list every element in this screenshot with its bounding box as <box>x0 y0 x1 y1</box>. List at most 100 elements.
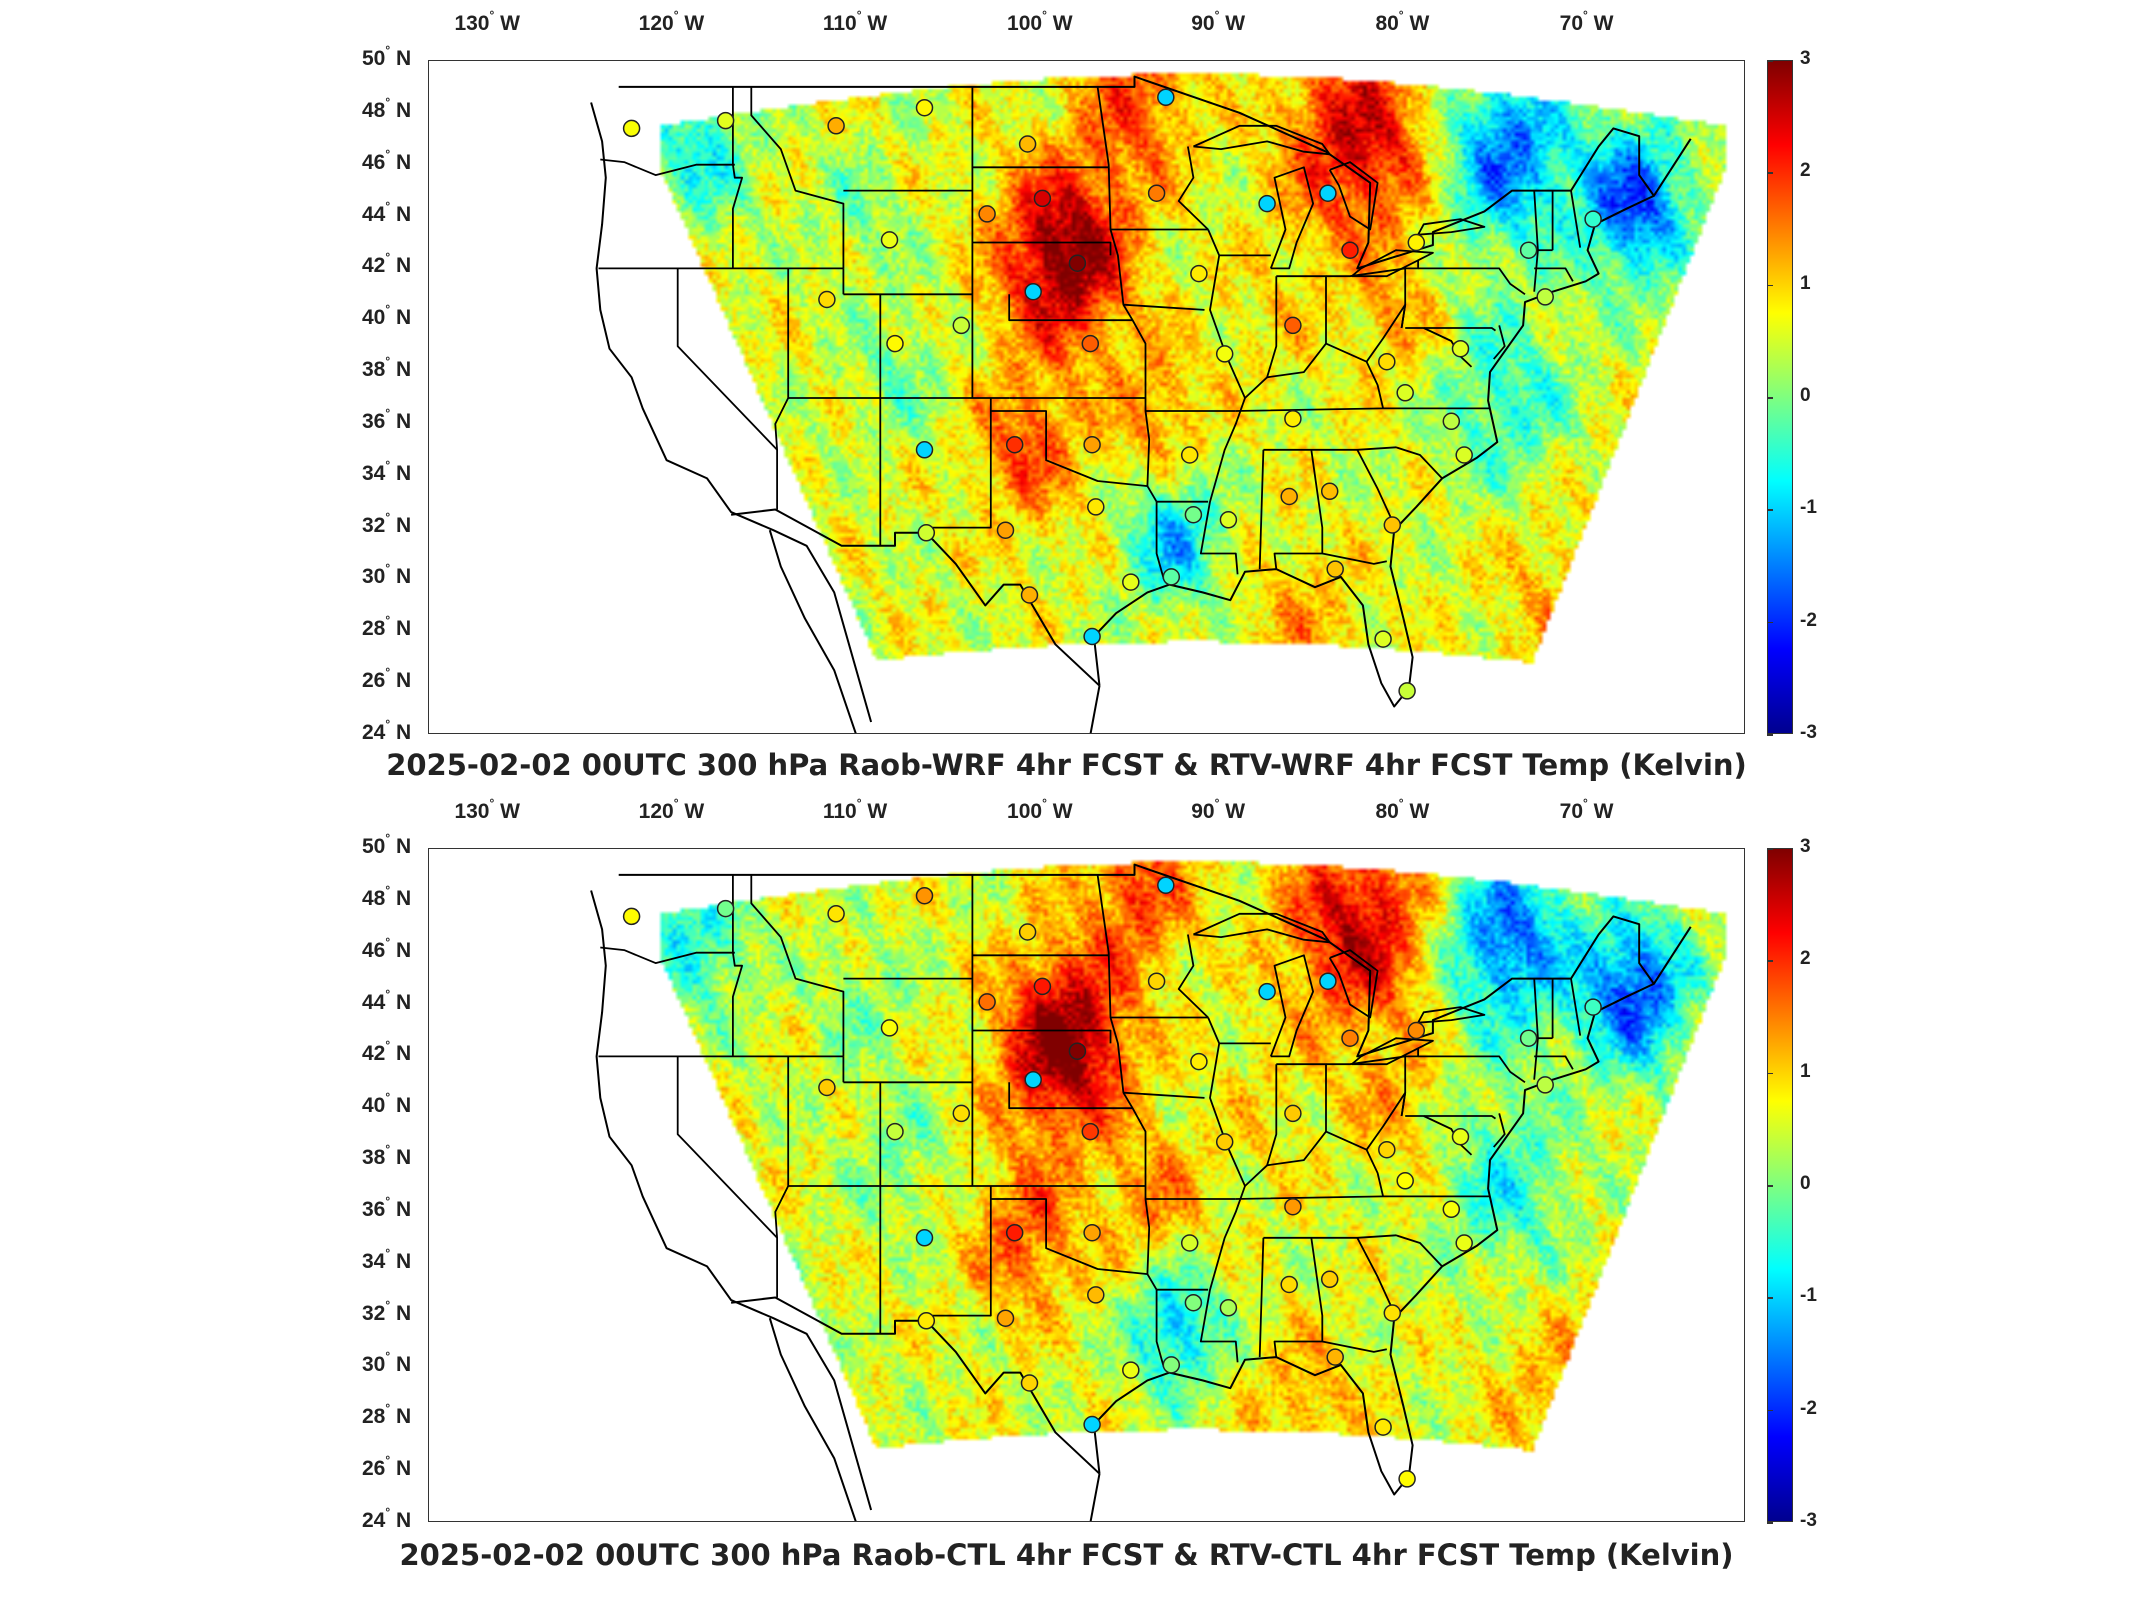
latitude-suffix: N <box>396 990 412 1014</box>
raob-station-marker <box>1398 682 1416 700</box>
raob-station-marker <box>1083 1415 1101 1434</box>
latitude-value: 42 <box>362 1042 386 1066</box>
raob-station-marker <box>818 1078 836 1097</box>
state-border-line <box>1244 276 1278 399</box>
state-border-line <box>1418 1055 1526 1084</box>
raob-station-marker <box>917 1312 936 1330</box>
state-border-line <box>750 874 845 1057</box>
raob-station-marker <box>1162 568 1181 586</box>
longitude-tick-label: 80° W <box>1375 796 1430 823</box>
colorbar-tick-label: 3 <box>1800 48 1811 69</box>
latitude-value: 50 <box>362 47 386 70</box>
colorbar-tick-mark <box>1767 509 1773 511</box>
raob-station-marker <box>1319 184 1337 202</box>
raob-station-marker <box>917 524 936 542</box>
state-border-line <box>1322 1340 1387 1353</box>
raob-station-marker <box>1005 435 1024 454</box>
raob-station-marker <box>996 1309 1015 1327</box>
state-border-line <box>1570 190 1582 248</box>
raob-station-marker <box>1442 412 1461 431</box>
colorbar-tick-mark <box>1767 734 1773 736</box>
latitude-suffix: N <box>396 150 412 174</box>
longitude-suffix: W <box>1052 800 1073 823</box>
raob-station-marker <box>1068 254 1087 272</box>
colorbar-tick-mark <box>1767 621 1773 624</box>
raob-station-marker <box>1284 316 1302 335</box>
raob-station-marker <box>1219 1299 1238 1317</box>
latitude-suffix: N <box>396 1094 412 1118</box>
raob-station-marker <box>880 231 899 249</box>
raob-station-marker <box>952 316 971 335</box>
state-border-line <box>1322 552 1387 565</box>
longitude-value: 130 <box>454 800 490 823</box>
state-border-line <box>600 158 735 176</box>
colorbar-tick-label: 1 <box>1800 272 1811 294</box>
longitude-tick-label: 100° W <box>1007 8 1073 35</box>
raob-station-marker <box>818 290 836 309</box>
colorbar-tick-mark <box>1767 284 1773 287</box>
raob-station-marker <box>1326 560 1344 578</box>
state-border-line <box>1235 407 1490 412</box>
raob-station-marker <box>1284 1104 1302 1123</box>
raob-station-marker <box>1147 184 1166 202</box>
raob-station-marker <box>1083 1223 1101 1242</box>
latitude-suffix: N <box>396 306 412 330</box>
longitude-tick-label: 70° W <box>1559 796 1614 823</box>
latitude-value: 36 <box>362 1197 386 1221</box>
raob-station-marker <box>1020 586 1039 604</box>
longitude-tick-label: 110° W <box>822 8 888 35</box>
state-border-line <box>1405 1115 1497 1120</box>
raob-station-marker <box>1122 1361 1140 1379</box>
raob-station-marker <box>1398 1470 1416 1488</box>
state-border-line <box>972 241 1112 256</box>
colorbar-tick-label: -1 <box>1800 497 1817 519</box>
raob-station-marker <box>1024 282 1042 301</box>
longitude-suffix: W <box>1593 12 1614 35</box>
raob-station-marker <box>716 899 735 918</box>
longitude-suffix: W <box>1409 800 1430 823</box>
state-border-line <box>924 1186 992 1317</box>
longitude-value: 70 <box>1559 800 1583 823</box>
latitude-suffix: N <box>396 202 412 226</box>
longitude-tick-label: 110° W <box>822 796 888 823</box>
raob-station-marker <box>1122 573 1140 591</box>
longitude-value: 90 <box>1191 800 1215 823</box>
state-border-line <box>1570 978 1582 1036</box>
coastline-line <box>590 890 873 1511</box>
longitude-value: 70 <box>1559 12 1583 35</box>
latitude-suffix: N <box>396 513 412 537</box>
raob-station-marker <box>1180 1234 1199 1252</box>
latitude-value: 26 <box>362 1457 386 1481</box>
colorbar-tick-label: -3 <box>1800 722 1817 743</box>
colorbar-tick-mark <box>1767 1409 1773 1412</box>
latitude-tick-label: 42° N <box>362 1038 412 1066</box>
latitude-value: 38 <box>362 1146 386 1170</box>
state-border-line <box>1258 1237 1265 1358</box>
great-lake-line <box>1269 166 1314 270</box>
raob-station-marker <box>1319 972 1337 990</box>
state-border-line <box>1356 1237 1396 1314</box>
state-border-line <box>1365 1091 1407 1151</box>
longitude-value: 90 <box>1191 12 1215 35</box>
raob-station-marker <box>952 1104 971 1123</box>
latitude-tick-label: 30° N <box>362 1349 412 1377</box>
latitude-suffix: N <box>396 721 412 744</box>
latitude-value: 28 <box>362 1405 386 1429</box>
latitude-suffix: N <box>396 98 412 122</box>
latitude-suffix: N <box>396 835 412 858</box>
raob-station-marker <box>1584 998 1602 1016</box>
raob-station-marker <box>1341 241 1359 259</box>
latitude-tick-label: 48° N <box>362 882 412 910</box>
colorbar-tick-label: 2 <box>1800 160 1811 182</box>
great-lake-line <box>1269 954 1314 1058</box>
state-border-line <box>1199 229 1246 575</box>
raob-station-marker <box>1407 233 1426 252</box>
latitude-suffix: N <box>396 254 412 278</box>
latitude-suffix: N <box>396 1197 412 1221</box>
raob-station-marker <box>1378 352 1396 371</box>
raob-station-marker <box>886 1122 904 1141</box>
temperature-difference-field <box>429 61 1744 733</box>
latitude-value: 34 <box>362 461 386 485</box>
raob-station-marker <box>1378 1140 1396 1159</box>
longitude-suffix: W <box>1593 800 1614 823</box>
